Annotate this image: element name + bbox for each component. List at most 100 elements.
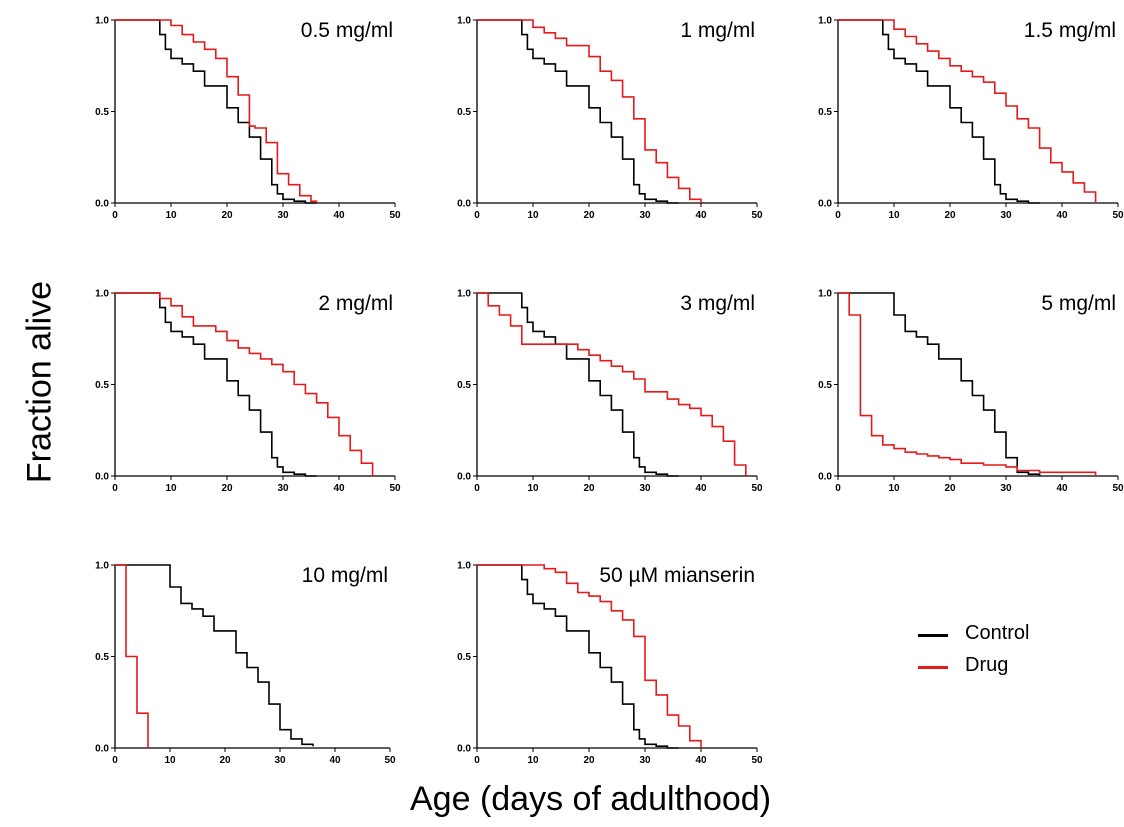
x-tick-label: 0 [112, 210, 118, 221]
y-tick-label: 0.5 [457, 380, 471, 391]
x-tick-label: 30 [639, 755, 651, 766]
x-tick-label: 0 [835, 210, 841, 221]
panel-title: 10 mg/ml [302, 564, 388, 587]
y-tick-label: 0.5 [95, 652, 109, 663]
y-tick-label: 0.0 [95, 744, 109, 755]
x-tick-label: 0 [112, 483, 118, 494]
x-axis-title: Age (days of adulthood) [410, 780, 772, 818]
y-tick-label: 1.0 [95, 561, 109, 572]
x-tick-label: 20 [583, 755, 595, 766]
x-tick-label: 20 [944, 210, 956, 221]
legend-swatch-drug [918, 666, 948, 669]
series-line-drug [115, 564, 149, 748]
panel-3: 0 10 20 30 40 50 0.0 0.5 1.0 1.5 mg/ml [818, 16, 1124, 222]
x-tick-label: 20 [221, 210, 233, 221]
panel-title: 50 µM mianserin [599, 564, 755, 587]
panel-title: 0.5 mg/ml [301, 19, 393, 42]
x-tick-label: 0 [474, 210, 480, 221]
x-tick-label: 30 [1000, 483, 1012, 494]
x-tick-label: 20 [219, 755, 231, 766]
series-line-drug [477, 292, 747, 476]
x-tick-label: 50 [389, 483, 401, 494]
x-tick-label: 50 [751, 210, 763, 221]
x-tick-label: 10 [527, 210, 539, 221]
x-tick-label: 0 [474, 755, 480, 766]
x-tick-label: 20 [583, 483, 595, 494]
x-tick-label: 30 [639, 483, 651, 494]
x-tick-label: 40 [1056, 483, 1068, 494]
y-axis-title: Fraction alive [20, 280, 59, 484]
x-tick-label: 10 [888, 483, 900, 494]
series-line-control [838, 19, 1040, 204]
y-tick-label: 0.0 [95, 199, 109, 210]
legend-swatch-control [918, 634, 948, 637]
x-tick-label: 50 [389, 210, 401, 221]
x-tick-label: 10 [888, 210, 900, 221]
y-tick-label: 0.0 [457, 744, 471, 755]
panel-title: 3 mg/ml [680, 292, 755, 315]
panel-7: 0 10 20 30 40 50 0.0 0.5 1.0 10 mg/ml [95, 561, 396, 767]
x-tick-label: 50 [384, 755, 396, 766]
x-tick-label: 0 [835, 483, 841, 494]
panel-title: 1.5 mg/ml [1024, 19, 1116, 42]
y-tick-label: 1.0 [457, 16, 471, 27]
x-tick-label: 10 [164, 755, 176, 766]
x-tick-label: 10 [165, 483, 177, 494]
series-line-control [115, 564, 314, 747]
x-tick-label: 40 [1056, 210, 1068, 221]
legend-label-control: Control [965, 622, 1030, 644]
series-line-control [838, 292, 1041, 476]
y-tick-label: 1.0 [818, 16, 832, 27]
x-tick-label: 10 [527, 483, 539, 494]
y-tick-label: 1.0 [457, 289, 471, 300]
legend-label-drug: Drug [965, 654, 1009, 676]
series-line-control [115, 19, 317, 204]
panel-title: 5 mg/ml [1041, 292, 1116, 315]
x-tick-label: 0 [474, 483, 480, 494]
y-tick-label: 0.0 [818, 472, 832, 483]
x-tick-label: 40 [333, 483, 345, 494]
x-tick-label: 30 [277, 483, 289, 494]
x-tick-label: 20 [944, 483, 956, 494]
y-tick-label: 0.5 [95, 107, 109, 118]
x-tick-label: 40 [695, 210, 707, 221]
x-tick-label: 30 [639, 210, 651, 221]
x-tick-label: 0 [112, 755, 118, 766]
x-tick-label: 50 [1112, 483, 1124, 494]
x-tick-label: 10 [165, 210, 177, 221]
x-tick-label: 20 [221, 483, 233, 494]
series-line-drug [838, 292, 1097, 476]
x-tick-label: 40 [695, 483, 707, 494]
x-tick-label: 40 [695, 755, 707, 766]
series-line-control [477, 19, 679, 204]
panel-5: 0 10 20 30 40 50 0.0 0.5 1.0 3 mg/ml [457, 289, 763, 495]
y-tick-label: 0.5 [457, 652, 471, 663]
y-tick-label: 0.0 [818, 199, 832, 210]
y-tick-label: 1.0 [457, 561, 471, 572]
x-tick-label: 30 [274, 755, 286, 766]
y-tick-label: 0.5 [818, 107, 832, 118]
panel-2: 0 10 20 30 40 50 0.0 0.5 1.0 1 mg/ml [457, 16, 763, 222]
series-line-control [477, 564, 679, 749]
panel-8: 0 10 20 30 40 50 0.0 0.5 1.0 50 µM mianserin [457, 561, 763, 767]
series-line-control [115, 292, 317, 477]
y-tick-label: 0.0 [457, 199, 471, 210]
x-tick-label: 30 [277, 210, 289, 221]
x-tick-label: 40 [333, 210, 345, 221]
series-line-drug [477, 19, 702, 203]
series-line-drug [115, 292, 374, 476]
x-tick-label: 50 [751, 483, 763, 494]
x-tick-label: 50 [1112, 210, 1124, 221]
y-tick-label: 0.5 [457, 107, 471, 118]
series-line-drug [115, 19, 318, 203]
series-line-drug [838, 19, 1097, 203]
panel-6: 0 10 20 30 40 50 0.0 0.5 1.0 5 mg/ml [818, 289, 1124, 495]
x-tick-label: 10 [527, 755, 539, 766]
y-tick-label: 0.0 [95, 472, 109, 483]
panel-1: 0 10 20 30 40 50 0.0 0.5 1.0 0.5 mg/ml [95, 16, 401, 222]
y-tick-label: 0.5 [95, 380, 109, 391]
y-tick-label: 0.0 [457, 472, 471, 483]
series-line-drug [477, 564, 702, 748]
